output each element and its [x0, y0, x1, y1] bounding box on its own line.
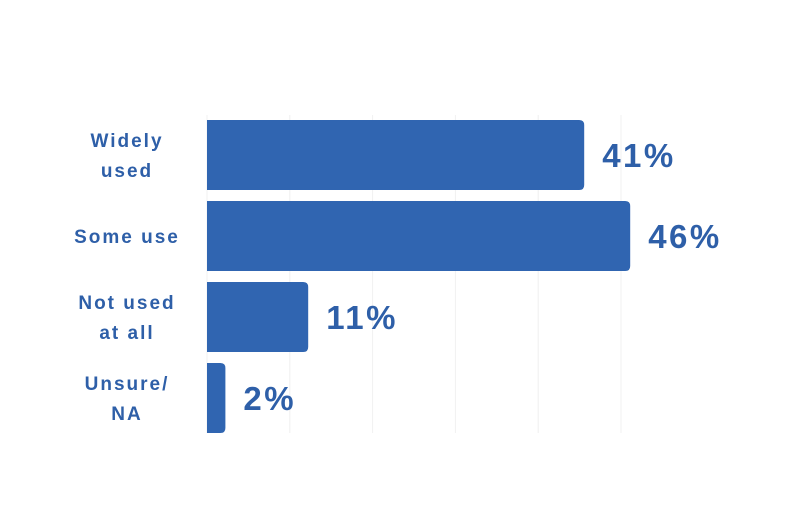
category-label: Not used [78, 293, 175, 314]
value-label: 2% [243, 380, 296, 417]
bar [207, 282, 309, 352]
bar [207, 363, 226, 433]
value-label: 46% [648, 218, 722, 255]
category-label: NA [111, 404, 142, 425]
category-labels: Widely used Some use Not used at all Unsure/N… [74, 131, 180, 425]
bar [207, 120, 585, 190]
category-label: at all [99, 323, 154, 344]
bars [207, 120, 631, 433]
bar [207, 201, 631, 271]
value-labels: 41% 46% 11% 2% [243, 137, 722, 417]
value-label: 41% [602, 137, 676, 174]
category-label: Unsure/ [85, 374, 170, 395]
category-label: Some use [74, 227, 180, 248]
category-label: Widely [90, 131, 163, 152]
category-label: used [101, 161, 153, 182]
value-label: 11% [326, 299, 398, 336]
